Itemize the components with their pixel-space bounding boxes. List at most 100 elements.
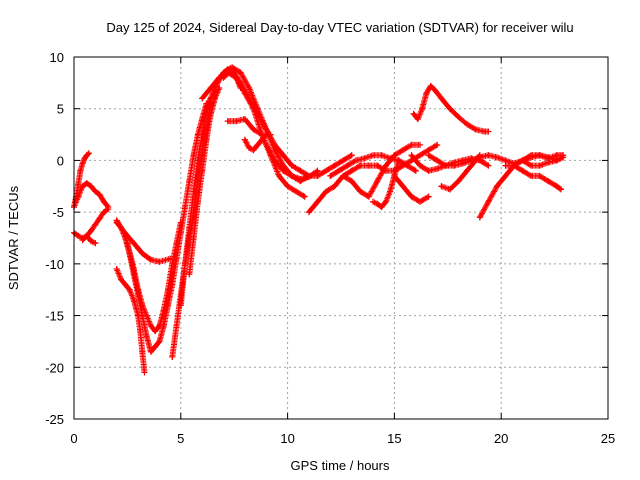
data-point bbox=[404, 162, 411, 169]
plot-border bbox=[73, 56, 609, 420]
data-point bbox=[434, 157, 441, 164]
data-point bbox=[88, 227, 95, 234]
data-point bbox=[182, 260, 189, 267]
data-point bbox=[254, 141, 261, 148]
y-tick-label: -10 bbox=[45, 257, 64, 272]
data-point bbox=[186, 178, 193, 185]
data-point bbox=[425, 147, 432, 154]
data-point bbox=[156, 338, 163, 345]
data-point bbox=[141, 369, 148, 376]
series-arc-22 bbox=[370, 157, 402, 210]
data-point bbox=[233, 74, 240, 81]
data-point bbox=[147, 256, 154, 263]
data-point bbox=[137, 328, 144, 335]
data-point bbox=[250, 126, 257, 133]
data-point bbox=[79, 237, 86, 244]
data-point bbox=[139, 302, 146, 309]
data-point bbox=[160, 322, 167, 329]
data-point bbox=[374, 162, 381, 169]
data-point bbox=[348, 152, 355, 159]
data-point bbox=[117, 224, 124, 231]
data-point bbox=[493, 183, 500, 190]
data-point bbox=[553, 152, 560, 159]
data-point bbox=[203, 105, 210, 112]
data-point bbox=[75, 232, 82, 239]
data-point bbox=[340, 172, 347, 179]
data-point bbox=[92, 240, 99, 247]
data-point bbox=[130, 240, 137, 247]
data-point bbox=[485, 198, 492, 205]
data-point bbox=[241, 116, 248, 123]
data-point bbox=[199, 131, 206, 138]
data-point bbox=[152, 343, 159, 350]
data-point bbox=[237, 69, 244, 76]
data-point bbox=[323, 167, 330, 174]
series-arc-25 bbox=[410, 82, 492, 135]
data-point bbox=[327, 172, 334, 179]
series-markers bbox=[113, 217, 159, 355]
data-point bbox=[331, 162, 338, 169]
series-arc-27 bbox=[438, 152, 483, 193]
data-point bbox=[169, 353, 176, 360]
y-tick-label: 10 bbox=[50, 50, 64, 65]
data-point bbox=[92, 188, 99, 195]
data-point bbox=[545, 159, 552, 166]
data-point bbox=[511, 162, 518, 169]
data-point bbox=[301, 193, 308, 200]
series-arc-17 bbox=[224, 116, 321, 183]
data-point bbox=[135, 245, 142, 252]
data-point bbox=[352, 157, 359, 164]
data-point bbox=[528, 152, 535, 159]
data-point bbox=[143, 253, 150, 260]
data-point bbox=[182, 203, 189, 210]
data-point bbox=[357, 162, 364, 169]
data-point bbox=[438, 95, 445, 102]
data-point bbox=[391, 152, 398, 159]
data-point bbox=[399, 147, 406, 154]
data-point bbox=[519, 157, 526, 164]
data-point bbox=[412, 167, 419, 174]
data-point bbox=[485, 128, 492, 135]
data-point bbox=[280, 167, 287, 174]
data-point bbox=[502, 172, 509, 179]
data-point bbox=[378, 152, 385, 159]
data-point bbox=[427, 82, 434, 89]
data-point bbox=[96, 191, 103, 198]
data-point bbox=[370, 198, 377, 205]
data-point bbox=[314, 167, 321, 174]
y-tick-label: 0 bbox=[57, 153, 64, 168]
data-point bbox=[75, 181, 82, 188]
data-point bbox=[485, 152, 492, 159]
axes: 0 5 10 15 20 25 -25 -20 -15 -10 -5 0 5 10 bbox=[45, 50, 615, 446]
data-point bbox=[357, 188, 364, 195]
data-point bbox=[399, 183, 406, 190]
data-point bbox=[139, 250, 146, 257]
data-point bbox=[382, 198, 389, 205]
data-point bbox=[79, 160, 86, 167]
data-point bbox=[455, 113, 462, 120]
data-point bbox=[472, 157, 479, 164]
data-point bbox=[233, 118, 240, 125]
data-point bbox=[250, 147, 257, 154]
data-point bbox=[451, 162, 458, 169]
data-point bbox=[528, 162, 535, 169]
data-point bbox=[124, 240, 131, 247]
data-point bbox=[434, 141, 441, 148]
series-markers bbox=[113, 266, 148, 376]
data-point bbox=[459, 160, 466, 167]
data-point bbox=[395, 157, 402, 164]
data-point bbox=[519, 167, 526, 174]
data-point bbox=[476, 152, 483, 159]
data-point bbox=[476, 214, 483, 221]
data-point bbox=[267, 131, 274, 138]
data-point bbox=[408, 152, 415, 159]
data-point bbox=[417, 152, 424, 159]
x-tick-label: 5 bbox=[177, 431, 184, 446]
data-point bbox=[135, 312, 142, 319]
data-point bbox=[314, 198, 321, 205]
data-point bbox=[417, 141, 424, 148]
data-point bbox=[105, 206, 112, 213]
data-point bbox=[485, 162, 492, 169]
data-point bbox=[117, 276, 124, 283]
grid-lines bbox=[74, 57, 608, 419]
